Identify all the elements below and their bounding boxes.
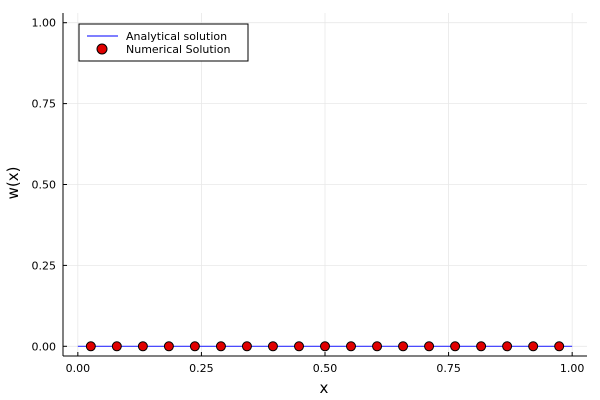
legend-label-numerical: Numerical Solution	[126, 43, 230, 56]
numerical-solution-point	[372, 341, 383, 352]
numerical-solution-point	[476, 341, 487, 352]
y-axis-title: w(x)	[4, 167, 22, 200]
numerical-solution-point	[267, 341, 278, 352]
legend-box	[78, 23, 249, 62]
y-tick-label: 0.50	[32, 179, 57, 192]
x-tick-label: 1.00	[560, 362, 585, 375]
numerical-solution-point	[111, 341, 122, 352]
x-tick-label: 0.25	[189, 362, 214, 375]
numerical-solution-point	[163, 341, 174, 352]
y-tick-label: 0.75	[32, 98, 57, 111]
numerical-solution-point	[189, 341, 200, 352]
numerical-solution-point	[502, 341, 513, 352]
numerical-solution-point	[85, 341, 96, 352]
y-tick-label: 0.00	[32, 340, 57, 353]
numerical-solution-point	[450, 341, 461, 352]
numerical-solution-point	[137, 341, 148, 352]
legend-label-analytical: Analytical solution	[126, 30, 227, 43]
x-tick-label: 0.75	[436, 362, 461, 375]
numerical-solution-point	[320, 341, 330, 352]
numerical-solution-point	[554, 341, 565, 352]
x-axis-title: x	[320, 379, 329, 397]
legend-scatter-marker	[96, 43, 108, 55]
x-tick-label: 0.00	[66, 362, 91, 375]
y-tick-label: 0.25	[32, 259, 57, 272]
numerical-solution-point	[424, 341, 435, 352]
x-tick-label: 0.50	[313, 362, 338, 375]
ticks: 0.00 0.25 0.50 0.75 1.00 0.00 0.25 0.50 0.75 1.00	[32, 17, 585, 375]
numerical-solution-point	[398, 341, 409, 352]
numerical-solution-point	[215, 341, 226, 352]
numerical-solution-point	[528, 341, 539, 352]
y-tick-label: 1.00	[32, 17, 57, 30]
grid	[63, 13, 587, 356]
numerical-solution-point	[241, 341, 252, 352]
numerical-solution-point	[346, 341, 357, 352]
series-layer	[77, 341, 573, 352]
legend: Analytical solution Numerical Solution	[78, 23, 249, 62]
numerical-solution-point	[293, 341, 304, 352]
